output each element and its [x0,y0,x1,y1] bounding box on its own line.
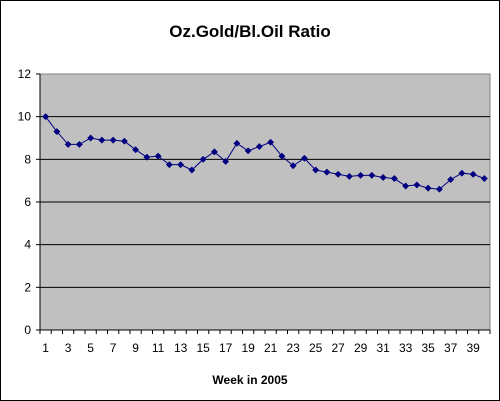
data-point-marker [165,161,173,169]
x-tick-label: 19 [241,341,255,355]
x-tick-label: 31 [376,341,390,355]
x-tick-label: 9 [132,341,139,355]
data-point-marker [177,161,185,169]
data-point-marker [402,182,410,190]
series-line [45,116,485,190]
data-point-marker [98,136,106,144]
data-point-marker [188,166,196,174]
y-tick-label: 8 [24,152,31,166]
x-tick-label: 37 [444,341,458,355]
x-tick-label: 25 [309,341,323,355]
data-point-marker [87,134,95,142]
x-tick-label: 29 [354,341,368,355]
data-point-marker [143,153,151,161]
x-tick-label: 13 [174,341,188,355]
y-tick-label: 10 [18,110,32,124]
data-point-marker [255,142,263,151]
x-tick-label: 21 [264,341,278,355]
data-point-marker [413,181,421,189]
data-point-marker [480,174,488,183]
data-point-marker [53,128,61,136]
data-point-marker [368,171,376,179]
x-tick-label: 7 [110,341,117,355]
x-tick-label: 11 [152,341,165,355]
axes [36,73,491,334]
data-point-marker [154,152,162,160]
data-point-marker [64,140,72,148]
data-point-marker [267,138,275,146]
data-point-marker [379,173,387,182]
data-point-marker [357,171,365,179]
data-point-marker [109,136,117,144]
x-tick-label: 5 [87,341,94,355]
x-tick-label: 33 [399,341,413,355]
gridlines [40,116,490,288]
y-tick-label: 2 [24,280,31,294]
data-point-marker [390,174,398,183]
data-point-marker [447,176,455,184]
data-point-marker [42,113,50,121]
x-tick-label: 17 [219,341,233,355]
data-series [42,113,488,193]
x-tick-label: 35 [421,341,435,355]
data-point-marker [132,146,140,154]
data-point-marker [424,184,432,192]
data-point-marker [75,140,83,148]
data-point-marker [233,139,241,147]
y-tick-label: 4 [24,238,31,252]
data-point-marker [469,170,477,178]
x-tick-label: 27 [331,341,345,355]
data-point-marker [300,154,308,162]
data-point-marker [278,152,286,160]
data-point-marker [345,172,353,180]
x-tick-label: 23 [286,341,300,355]
data-point-marker [289,162,297,170]
x-tick-label: 39 [466,341,480,355]
data-point-marker [435,185,443,193]
data-point-marker [210,148,218,156]
data-point-marker [458,169,466,177]
chart-title: Oz.Gold/Bl.Oil Ratio [169,22,331,41]
x-tick-label: 15 [196,341,210,355]
x-tick-label: 1 [42,341,49,355]
data-point-marker [222,157,230,166]
data-point-marker [312,166,320,174]
data-point-marker [120,137,128,145]
data-point-marker [244,147,252,155]
y-tick-label: 0 [24,323,31,337]
y-tick-label: 6 [24,195,31,209]
x-axis-label: Week in 2005 [212,373,287,387]
data-point-marker [323,168,331,176]
data-point-marker [199,155,207,163]
y-tick-label: 12 [18,67,32,81]
x-tick-label: 3 [65,341,72,355]
data-point-marker [334,170,342,178]
